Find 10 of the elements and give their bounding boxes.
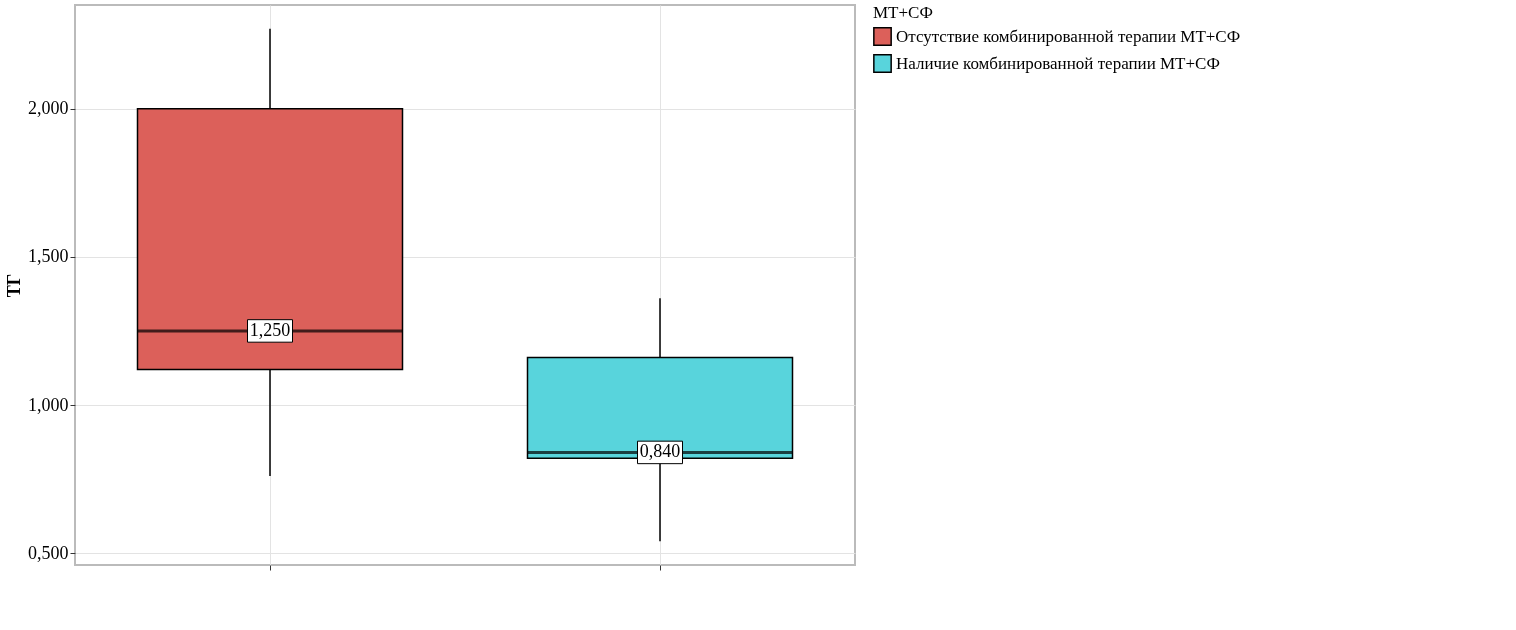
annotation: 0,840 [639,441,681,462]
legend-title: МТ+СФ [873,3,933,22]
annotation: 1,250 [249,319,291,340]
y-axis-title: ТГ [4,273,24,298]
y-tick-label: 1,500 [28,246,69,267]
legend-label: Отсутствие комбинированной терапии МТ+СФ [896,26,1241,46]
legend-label: Наличие комбинированной терапии МТ+СФ [896,53,1220,73]
y-tick-label: 2,000 [28,98,69,119]
y-tick-label: 1,000 [28,394,69,415]
y-tick-label: 0,500 [28,542,69,563]
